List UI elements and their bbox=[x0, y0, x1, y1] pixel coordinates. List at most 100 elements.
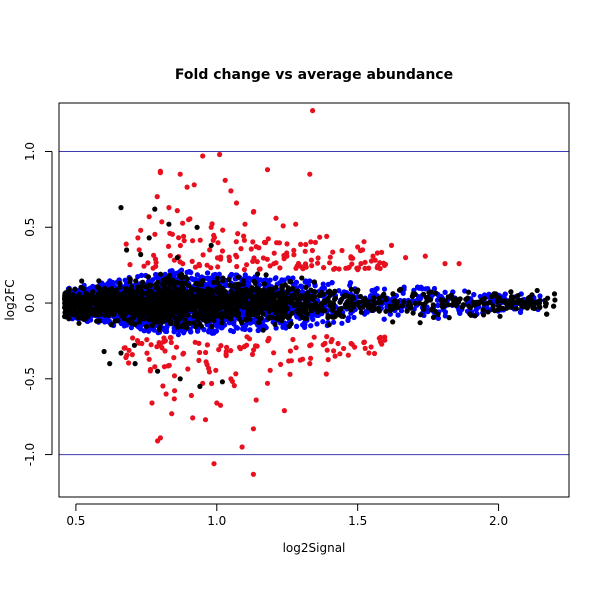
data-point bbox=[129, 319, 135, 325]
data-point bbox=[351, 314, 357, 321]
data-point bbox=[181, 233, 187, 239]
data-point bbox=[180, 351, 186, 357]
data-point bbox=[376, 295, 382, 301]
data-point bbox=[215, 264, 221, 270]
data-point bbox=[203, 349, 209, 356]
data-point bbox=[144, 350, 150, 356]
data-point bbox=[300, 266, 306, 272]
data-point bbox=[481, 312, 487, 318]
data-point bbox=[325, 357, 331, 363]
data-point bbox=[190, 238, 196, 244]
data-point bbox=[235, 274, 241, 280]
data-point bbox=[209, 380, 215, 387]
data-point bbox=[220, 227, 226, 233]
data-point bbox=[354, 265, 360, 271]
data-point bbox=[175, 332, 181, 338]
data-point bbox=[311, 334, 317, 340]
data-point bbox=[152, 256, 159, 262]
points-layer bbox=[62, 108, 558, 477]
data-point bbox=[253, 244, 259, 250]
data-point bbox=[161, 339, 167, 345]
data-point bbox=[219, 320, 225, 326]
data-point bbox=[249, 351, 256, 357]
data-point bbox=[357, 293, 364, 300]
data-point bbox=[94, 284, 100, 290]
data-point bbox=[361, 339, 367, 345]
data-point bbox=[171, 355, 177, 361]
data-point bbox=[165, 363, 171, 369]
data-point bbox=[76, 320, 82, 326]
data-point bbox=[239, 310, 245, 316]
data-point bbox=[165, 243, 172, 249]
data-point bbox=[329, 280, 335, 286]
data-point bbox=[105, 280, 111, 287]
data-point bbox=[246, 290, 252, 296]
data-point bbox=[216, 347, 222, 353]
data-point bbox=[271, 350, 277, 356]
data-point bbox=[302, 248, 308, 254]
data-point bbox=[126, 347, 132, 353]
data-point bbox=[446, 315, 452, 321]
data-point bbox=[299, 284, 305, 290]
data-point bbox=[381, 286, 388, 292]
data-point bbox=[355, 287, 361, 293]
data-point bbox=[197, 349, 203, 356]
data-point bbox=[317, 234, 323, 240]
data-point bbox=[278, 361, 284, 367]
data-point bbox=[336, 266, 342, 272]
data-point bbox=[308, 287, 314, 293]
data-point bbox=[169, 268, 175, 274]
data-point bbox=[330, 249, 336, 255]
data-point bbox=[420, 291, 427, 297]
data-point bbox=[308, 239, 314, 245]
data-point bbox=[281, 252, 287, 259]
data-point bbox=[345, 317, 351, 323]
data-point bbox=[465, 295, 471, 301]
data-point bbox=[102, 319, 108, 325]
data-point bbox=[400, 299, 407, 305]
data-point bbox=[274, 240, 280, 246]
data-point bbox=[189, 258, 195, 264]
data-point bbox=[226, 276, 232, 283]
data-point bbox=[308, 323, 314, 329]
data-point bbox=[250, 258, 256, 264]
data-point bbox=[309, 263, 315, 269]
data-point bbox=[233, 252, 239, 258]
data-point bbox=[94, 318, 100, 324]
data-point bbox=[361, 239, 367, 245]
data-point bbox=[350, 255, 356, 261]
data-point bbox=[192, 264, 199, 270]
data-point bbox=[154, 344, 160, 350]
data-point bbox=[368, 344, 374, 350]
data-point bbox=[383, 308, 389, 314]
data-point bbox=[139, 340, 145, 347]
data-point bbox=[500, 305, 506, 311]
data-point bbox=[161, 335, 167, 341]
data-point bbox=[471, 292, 477, 298]
data-point bbox=[176, 235, 182, 241]
data-point bbox=[72, 286, 78, 292]
data-point bbox=[130, 335, 136, 341]
data-point bbox=[435, 315, 441, 321]
data-point bbox=[261, 239, 268, 245]
data-point bbox=[205, 275, 211, 282]
data-point bbox=[277, 265, 283, 271]
data-point bbox=[314, 321, 320, 327]
data-point bbox=[362, 259, 368, 265]
data-point bbox=[145, 260, 151, 266]
data-point bbox=[244, 262, 250, 268]
data-point bbox=[517, 309, 524, 315]
data-point bbox=[308, 355, 314, 361]
data-point bbox=[269, 314, 275, 320]
data-point bbox=[324, 347, 330, 353]
data-point bbox=[133, 278, 139, 284]
data-point bbox=[230, 328, 236, 335]
data-point bbox=[117, 284, 123, 290]
data-point bbox=[300, 356, 306, 362]
data-point bbox=[307, 302, 313, 308]
data-point bbox=[302, 279, 308, 285]
data-point bbox=[178, 267, 185, 273]
data-point bbox=[213, 367, 219, 373]
data-point bbox=[138, 272, 145, 278]
data-point bbox=[494, 299, 500, 305]
